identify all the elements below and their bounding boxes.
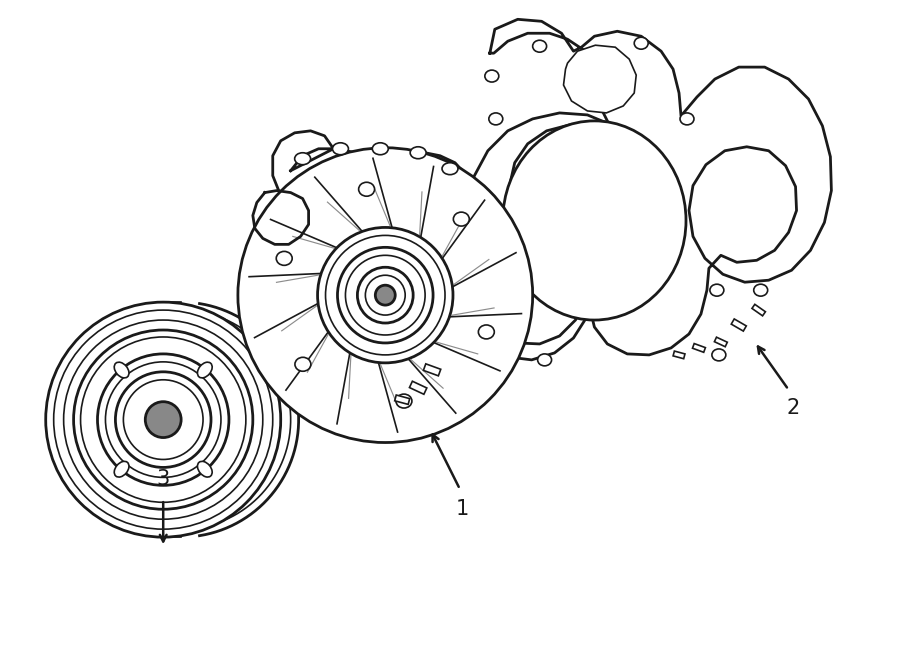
Circle shape — [318, 227, 453, 363]
Circle shape — [357, 267, 413, 323]
Text: 1: 1 — [455, 499, 469, 520]
Ellipse shape — [712, 349, 725, 361]
Ellipse shape — [753, 284, 768, 296]
Text: 3: 3 — [157, 469, 170, 489]
Ellipse shape — [295, 358, 310, 371]
Ellipse shape — [358, 182, 374, 196]
Ellipse shape — [533, 40, 546, 52]
Polygon shape — [563, 45, 636, 113]
Bar — [715, 337, 727, 347]
Ellipse shape — [485, 70, 499, 82]
Ellipse shape — [454, 212, 469, 226]
Ellipse shape — [503, 121, 686, 320]
Ellipse shape — [197, 461, 212, 477]
Ellipse shape — [710, 284, 724, 296]
Bar — [732, 319, 746, 331]
Ellipse shape — [373, 143, 388, 155]
Circle shape — [46, 302, 281, 537]
Circle shape — [238, 148, 533, 442]
Bar — [692, 344, 706, 352]
Ellipse shape — [634, 37, 648, 49]
Bar — [673, 351, 685, 359]
Ellipse shape — [463, 306, 477, 318]
Ellipse shape — [114, 461, 129, 477]
Circle shape — [338, 247, 433, 343]
Polygon shape — [462, 19, 832, 360]
Ellipse shape — [442, 163, 458, 175]
Circle shape — [375, 285, 395, 305]
Polygon shape — [273, 131, 474, 410]
Bar — [752, 304, 765, 316]
Bar — [395, 395, 410, 405]
Circle shape — [97, 354, 229, 485]
Ellipse shape — [332, 143, 348, 155]
Ellipse shape — [396, 394, 412, 408]
Bar — [410, 381, 427, 394]
Text: 2: 2 — [787, 398, 800, 418]
Ellipse shape — [294, 153, 310, 165]
Ellipse shape — [114, 362, 129, 378]
Ellipse shape — [410, 147, 426, 159]
Circle shape — [115, 372, 211, 467]
Ellipse shape — [479, 325, 494, 339]
Circle shape — [145, 402, 181, 438]
Bar — [423, 364, 441, 376]
Ellipse shape — [680, 113, 694, 125]
Ellipse shape — [537, 354, 552, 366]
Ellipse shape — [276, 251, 292, 265]
Ellipse shape — [489, 113, 503, 125]
Ellipse shape — [197, 362, 212, 378]
Polygon shape — [253, 190, 309, 245]
Circle shape — [74, 330, 253, 509]
